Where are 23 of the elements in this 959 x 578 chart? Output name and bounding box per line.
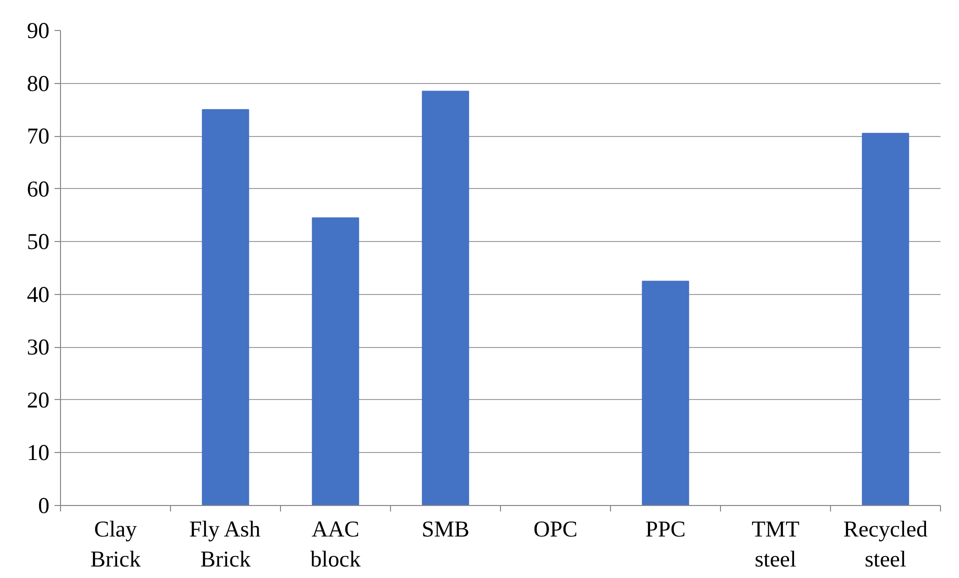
y-tick-label: 40 [26, 282, 50, 307]
bar [642, 280, 690, 506]
bar [862, 132, 910, 506]
x-tick-label: Fly Ash Brick [189, 516, 262, 572]
bar [202, 109, 250, 506]
y-tick-label: 50 [26, 229, 50, 254]
y-tick-label: 10 [26, 440, 50, 466]
x-tick-label: OPC [533, 516, 578, 542]
x-tick-label: PPC [645, 516, 686, 542]
bar [312, 217, 360, 506]
x-tick-label: SMB [422, 516, 470, 542]
y-tick-label: 30 [26, 334, 50, 360]
x-tick-label: TMT steel [752, 516, 800, 572]
x-tick-label: Recycled steel [843, 516, 928, 572]
x-tick-label: AAC block [310, 516, 362, 572]
y-tick-label: 20 [26, 387, 50, 412]
y-tick-label: 80 [26, 70, 50, 96]
bar [422, 90, 470, 506]
y-tick-label: 60 [26, 176, 50, 202]
y-tick-label: 90 [26, 18, 50, 43]
y-tick-label: 70 [26, 124, 50, 149]
y-tick-label: 0 [38, 493, 50, 518]
x-tick-label: Clay Brick [90, 516, 142, 572]
